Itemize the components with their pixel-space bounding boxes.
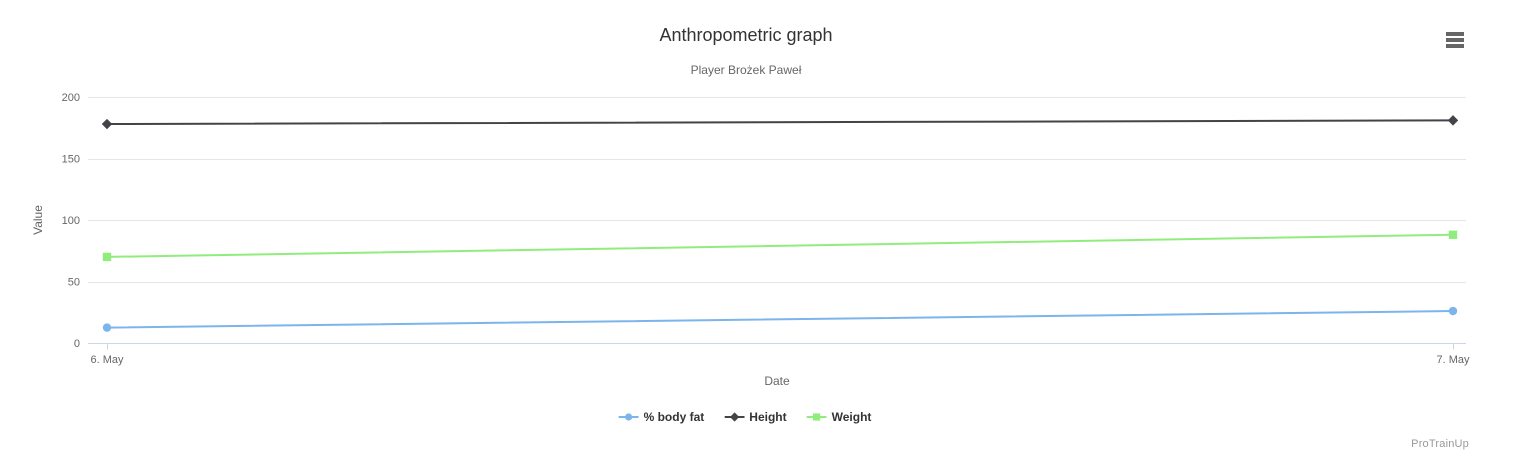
x-axis-title: Date	[764, 374, 790, 388]
y-axis-tick-label: 150	[62, 154, 80, 166]
y-axis-tick-label: 50	[68, 277, 80, 289]
series-line-weight	[106, 233, 1454, 258]
y-axis-tick-label: 200	[62, 92, 80, 104]
protrainup-watermark: ProTrainUp	[1411, 438, 1469, 450]
hamburger-menu-icon	[1446, 32, 1464, 48]
legend-label: Weight	[831, 410, 872, 424]
hamburger-bar	[1446, 38, 1464, 42]
data-point-weight[interactable]	[1448, 230, 1458, 239]
data-point-body-fat[interactable]	[1448, 306, 1458, 316]
legend: % body fat Height Weight	[618, 410, 872, 424]
data-point-height[interactable]	[101, 118, 113, 130]
legend-label: % body fat	[643, 410, 705, 424]
data-point-body-fat[interactable]	[102, 323, 112, 332]
legend-item-height[interactable]: Height	[724, 410, 787, 424]
x-axis-tick-label: 7. May	[1436, 354, 1470, 366]
hamburger-bar	[1446, 44, 1464, 48]
series-line-body-fat	[106, 310, 1454, 329]
chart-context-menu-button[interactable]	[1442, 27, 1468, 53]
data-point-weight[interactable]	[102, 252, 112, 262]
series-height	[101, 115, 1459, 130]
square-marker-icon	[813, 413, 821, 421]
hamburger-bar	[1446, 32, 1464, 36]
diamond-marker-icon	[729, 412, 739, 422]
square-marker-icon	[806, 413, 827, 421]
circle-marker-icon	[625, 413, 633, 421]
diamond-marker-icon	[724, 412, 745, 422]
series-line-height	[106, 119, 1454, 126]
series-weight	[102, 230, 1458, 262]
y-axis-tick-label: 0	[74, 338, 80, 350]
data-point-height[interactable]	[1447, 115, 1459, 126]
circle-marker-icon	[618, 413, 639, 421]
chart-title: Anthropometric graph	[659, 25, 833, 45]
legend-label: Height	[749, 410, 787, 424]
series-body-fat	[102, 306, 1458, 332]
legend-item-body-fat[interactable]: % body fat	[618, 410, 705, 424]
x-axis-tick-label: 6. May	[90, 354, 124, 366]
y-axis-title: Value	[31, 205, 45, 235]
y-axis-tick-label: 100	[62, 215, 80, 227]
legend-item-weight[interactable]: Weight	[806, 410, 872, 424]
chart-subtitle: Player Brożek Paweł	[690, 63, 802, 77]
